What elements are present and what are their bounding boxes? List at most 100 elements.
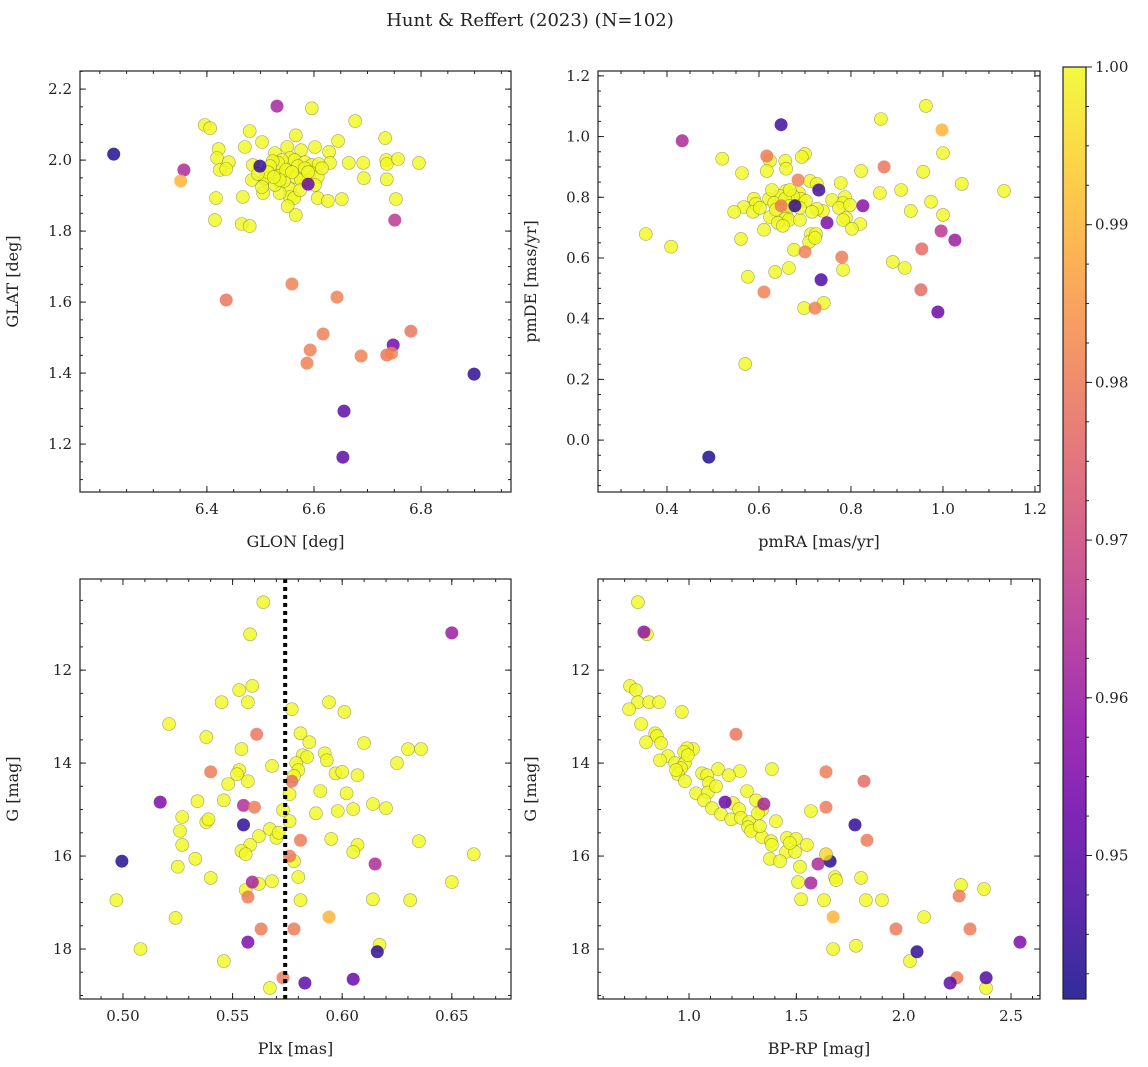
- data-point: [963, 922, 977, 936]
- y-tick-label: 14: [53, 754, 72, 772]
- data-point: [204, 765, 218, 779]
- data-point: [977, 882, 991, 896]
- data-point: [208, 213, 222, 227]
- data-point: [285, 277, 299, 291]
- data-point: [768, 265, 782, 279]
- data-point: [765, 762, 779, 776]
- data-point: [335, 765, 350, 779]
- x-tick-label: 1.0: [931, 500, 955, 518]
- data-point: [931, 305, 945, 319]
- data-point: [115, 854, 129, 868]
- y-axis-label: GLAT [deg]: [3, 235, 22, 327]
- scatter-panel-1: 6.4 6.6 6.8 1.2 1.4 1.6 1.8 2.0 2.2 GLON [deg] GLA…: [3, 70, 512, 551]
- data-point: [934, 224, 948, 238]
- points-layer: [107, 99, 481, 464]
- colorbar-gradient: [1062, 66, 1087, 1000]
- data-point: [241, 695, 255, 710]
- x-axis-label: pmRA [mas/yr]: [758, 532, 880, 551]
- colorbar-tick-label: 0.98: [1095, 373, 1128, 391]
- data-point: [773, 854, 787, 869]
- data-point: [757, 285, 771, 299]
- points-layer: [622, 595, 1027, 995]
- data-point: [293, 726, 308, 741]
- y-tick-label: 0.2: [566, 370, 590, 388]
- data-point: [769, 814, 783, 829]
- data-point: [285, 774, 299, 788]
- data-point: [875, 893, 889, 908]
- data-point: [637, 625, 651, 639]
- data-point: [265, 874, 279, 889]
- data-point: [654, 736, 668, 750]
- data-point: [776, 219, 790, 233]
- data-point: [294, 833, 307, 847]
- y-tick-label: 12: [53, 661, 72, 679]
- data-point: [412, 156, 426, 170]
- axes-frame: [597, 70, 1041, 493]
- y-tick-label: 16: [571, 847, 590, 865]
- x-tick-label: 0.55: [216, 1007, 249, 1025]
- data-point: [952, 889, 966, 903]
- data-point: [391, 152, 405, 166]
- data-point: [308, 140, 322, 154]
- data-point: [467, 367, 481, 381]
- x-axis-label: GLON [deg]: [246, 532, 344, 551]
- data-point: [702, 450, 716, 464]
- data-point: [856, 199, 870, 213]
- data-point: [336, 450, 350, 464]
- data-point: [791, 173, 805, 187]
- data-point: [979, 971, 993, 985]
- data-point: [250, 727, 264, 741]
- data-point: [199, 730, 214, 744]
- data-point: [217, 954, 231, 968]
- data-point: [245, 679, 260, 693]
- data-point: [356, 156, 371, 170]
- data-point: [774, 118, 788, 132]
- x-tick-label: 1.2: [1023, 500, 1047, 518]
- data-point: [798, 245, 812, 259]
- data-point: [388, 213, 402, 227]
- data-point: [282, 814, 297, 829]
- data-point: [203, 871, 218, 885]
- data-point: [370, 945, 384, 959]
- data-point: [379, 172, 394, 187]
- data-point: [826, 910, 840, 924]
- data-point: [860, 833, 874, 847]
- x-tick-label: 0.8: [839, 500, 863, 518]
- data-point: [357, 736, 371, 750]
- data-point: [735, 166, 749, 180]
- y-tick-label: 1.8: [48, 222, 72, 240]
- data-point: [782, 261, 796, 275]
- data-point: [173, 824, 187, 838]
- data-point: [378, 131, 393, 145]
- data-point: [729, 727, 743, 741]
- data-point: [804, 876, 818, 890]
- data-point: [444, 875, 459, 889]
- data-point: [903, 204, 918, 218]
- data-point: [253, 159, 267, 173]
- data-point: [271, 825, 286, 840]
- data-point: [241, 774, 255, 789]
- data-point: [722, 768, 736, 783]
- data-point: [334, 192, 349, 206]
- data-point: [379, 157, 394, 171]
- data-point: [634, 717, 648, 731]
- data-point: [820, 216, 834, 230]
- data-point: [337, 404, 351, 418]
- data-point: [760, 149, 774, 163]
- data-point: [339, 786, 354, 801]
- data-point: [237, 818, 250, 832]
- data-point: [819, 765, 833, 779]
- data-point: [190, 794, 205, 809]
- data-point: [779, 161, 793, 176]
- data-point: [740, 784, 754, 798]
- y-tick-label: 2.0: [48, 151, 72, 169]
- data-point: [341, 156, 356, 170]
- y-tick-label: 0.4: [566, 310, 590, 328]
- data-point: [368, 857, 382, 871]
- data-point: [322, 910, 336, 924]
- data-point: [794, 892, 808, 907]
- data-point: [389, 192, 403, 206]
- x-tick-label: 0.6: [747, 500, 771, 518]
- data-point: [791, 875, 805, 889]
- colorbar-tick-label: 1.00: [1095, 58, 1128, 76]
